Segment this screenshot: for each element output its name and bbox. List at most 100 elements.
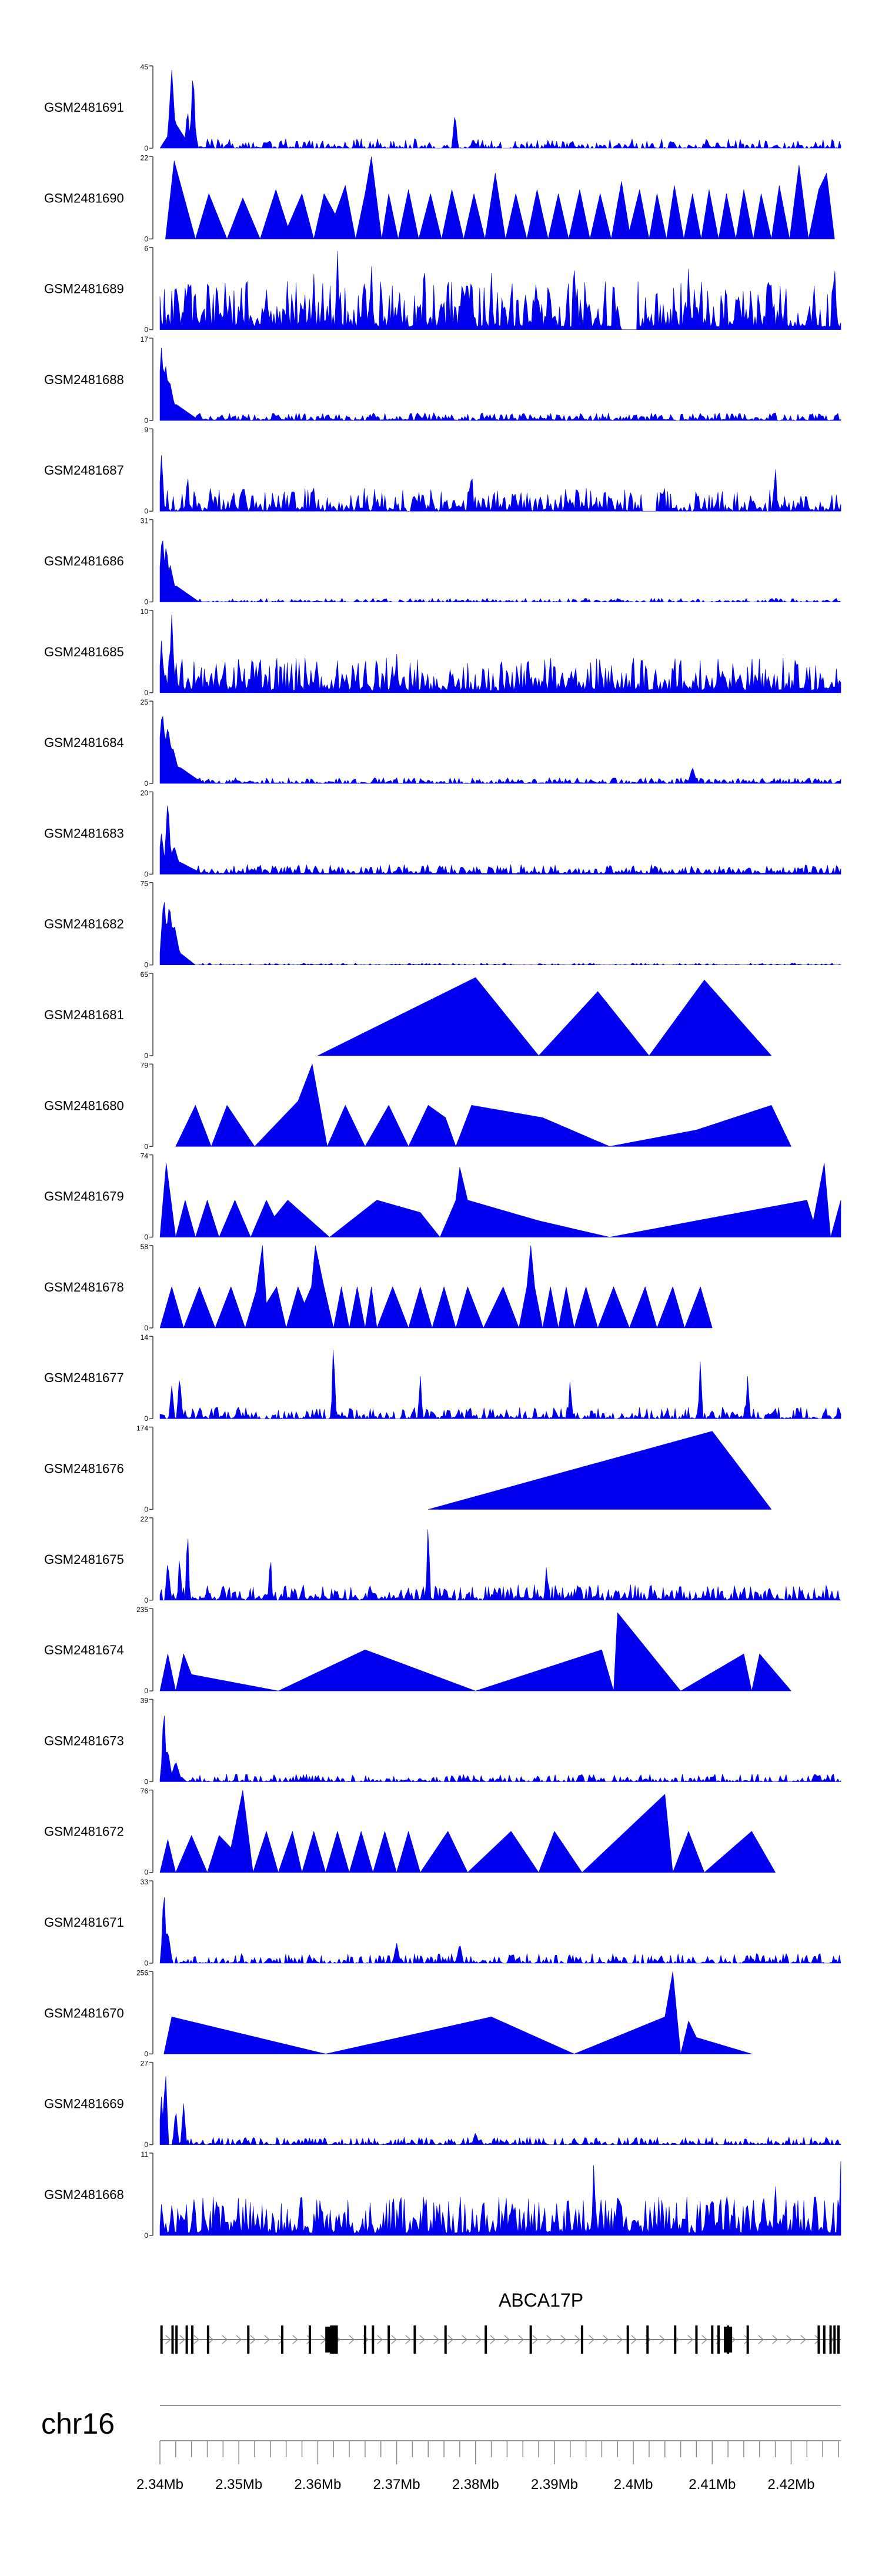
y-max-label: 79 (141, 1061, 149, 1069)
track-label: GSM2481676 (44, 1461, 124, 1476)
track-GSM2481682: GSM2481682 75 0 (44, 880, 841, 969)
track-label: GSM2481684 (44, 735, 124, 750)
exon-block (711, 2325, 714, 2354)
strand-arrow (617, 2335, 623, 2344)
track-GSM2481672: GSM2481672 76 0 (44, 1787, 776, 1877)
y-min-label: 0 (144, 1596, 148, 1604)
track-label: GSM2481669 (44, 2097, 124, 2111)
exon-block (837, 2325, 840, 2354)
y-max-label: 9 (144, 426, 148, 434)
exon-block (387, 2325, 390, 2354)
strand-arrow (405, 2335, 411, 2344)
exon-block (485, 2325, 487, 2354)
strand-arrow (462, 2335, 467, 2344)
y-min-label: 0 (144, 1959, 148, 1967)
exon-block (823, 2325, 826, 2354)
track-GSM2481676: GSM2481676 174 0 (44, 1424, 772, 1514)
exon-block (626, 2325, 629, 2354)
exon-block (191, 2325, 194, 2354)
y-min-label: 0 (144, 2231, 148, 2240)
signal-area (427, 1431, 772, 1510)
y-max-label: 174 (136, 1424, 148, 1433)
strand-arrow (701, 2335, 707, 2344)
track-GSM2481683: GSM2481683 20 0 (44, 789, 841, 878)
signal-area (175, 1064, 791, 1147)
exon-block (695, 2325, 698, 2354)
strand-arrow (546, 2335, 552, 2344)
axis-tick-label: 2.35Mb (215, 2477, 262, 2492)
y-max-label: 27 (141, 2060, 149, 2068)
y-min-label: 0 (144, 1506, 148, 1514)
track-label: GSM2481691 (44, 100, 124, 115)
strand-arrow (208, 2335, 213, 2344)
exon-block (413, 2325, 416, 2354)
y-max-label: 31 (141, 517, 149, 525)
chromosome-label: chr16 (41, 2407, 115, 2440)
strand-arrow (292, 2335, 298, 2344)
track-label: GSM2481677 (44, 1370, 124, 1385)
exon-block (829, 2325, 832, 2354)
exon-block (372, 2325, 375, 2354)
y-min-label: 0 (144, 507, 148, 515)
strand-arrow (786, 2335, 792, 2344)
exon-block (674, 2325, 677, 2354)
track-label: GSM2481674 (44, 1643, 124, 1657)
signal-area (159, 348, 841, 421)
track-GSM2481677: GSM2481677 14 0 (44, 1333, 841, 1423)
track-GSM2481675: GSM2481675 22 0 (44, 1515, 841, 1604)
track-label: GSM2481688 (44, 372, 124, 387)
strand-arrow (419, 2335, 425, 2344)
track-label: GSM2481682 (44, 917, 124, 932)
track-GSM2481670: GSM2481670 256 0 (44, 1968, 752, 2058)
track-GSM2481678: GSM2481678 58 0 (44, 1243, 713, 1332)
strand-arrow (349, 2335, 355, 2344)
track-GSM2481686: GSM2481686 31 0 (44, 517, 841, 606)
track-label: GSM2481680 (44, 1098, 124, 1113)
exon-block (206, 2325, 209, 2354)
track-label: GSM2481668 (44, 2187, 124, 2202)
strand-arrow (264, 2335, 270, 2344)
strand-arrow (476, 2335, 482, 2344)
genome-axis: 2.34Mb 2.35Mb 2.36Mb 2.37Mb 2.38Mb 2.39Mb 2.4M… (136, 2405, 841, 2492)
y-min-label: 0 (144, 689, 148, 697)
strand-arrow (631, 2335, 637, 2344)
signal-area (159, 1529, 841, 1601)
y-min-label: 0 (144, 2050, 148, 2058)
track-GSM2481671: GSM2481671 33 0 (44, 1878, 841, 1967)
y-min-label: 0 (144, 870, 148, 878)
y-min-label: 0 (144, 1142, 148, 1150)
track-GSM2481668: GSM2481668 11 0 (44, 2150, 841, 2240)
y-min-label: 0 (144, 416, 148, 425)
track-label: GSM2481672 (44, 1824, 124, 1839)
axis-tick-label: 2.39Mb (531, 2477, 578, 2492)
strand-arrow (560, 2335, 566, 2344)
track-GSM2481673: GSM2481673 39 0 (44, 1696, 841, 1786)
y-min-label: 0 (144, 779, 148, 788)
track-GSM2481681: GSM2481681 65 0 (44, 970, 772, 1060)
y-min-label: 0 (144, 2141, 148, 2149)
strand-arrow (250, 2335, 256, 2344)
y-min-label: 0 (144, 326, 148, 334)
y-min-label: 0 (144, 961, 148, 969)
y-max-label: 22 (141, 1515, 149, 1523)
strand-arrow (574, 2335, 580, 2344)
y-min-label: 0 (144, 235, 148, 243)
signal-area (159, 69, 841, 149)
track-GSM2481689: GSM2481689 6 0 (44, 245, 841, 334)
signal-area (159, 902, 841, 965)
track-GSM2481687: GSM2481687 9 0 (44, 426, 841, 515)
gene-model (160, 2325, 841, 2354)
axis-tick-label: 2.42Mb (767, 2477, 814, 2492)
strand-arrow (744, 2335, 750, 2344)
strand-arrow (800, 2335, 806, 2344)
strand-arrow (391, 2335, 397, 2344)
exon-block (833, 2325, 836, 2354)
track-stack: GSM2481691450GSM2481690220GSM248168960GS… (44, 63, 841, 2240)
exon-block (724, 2327, 733, 2353)
y-max-label: 74 (141, 1152, 149, 1160)
y-min-label: 0 (144, 1052, 148, 1060)
signal-area (159, 1163, 841, 1237)
strand-arrow (447, 2335, 453, 2344)
track-GSM2481679: GSM2481679 74 0 (44, 1152, 841, 1242)
strand-arrow (518, 2335, 524, 2344)
